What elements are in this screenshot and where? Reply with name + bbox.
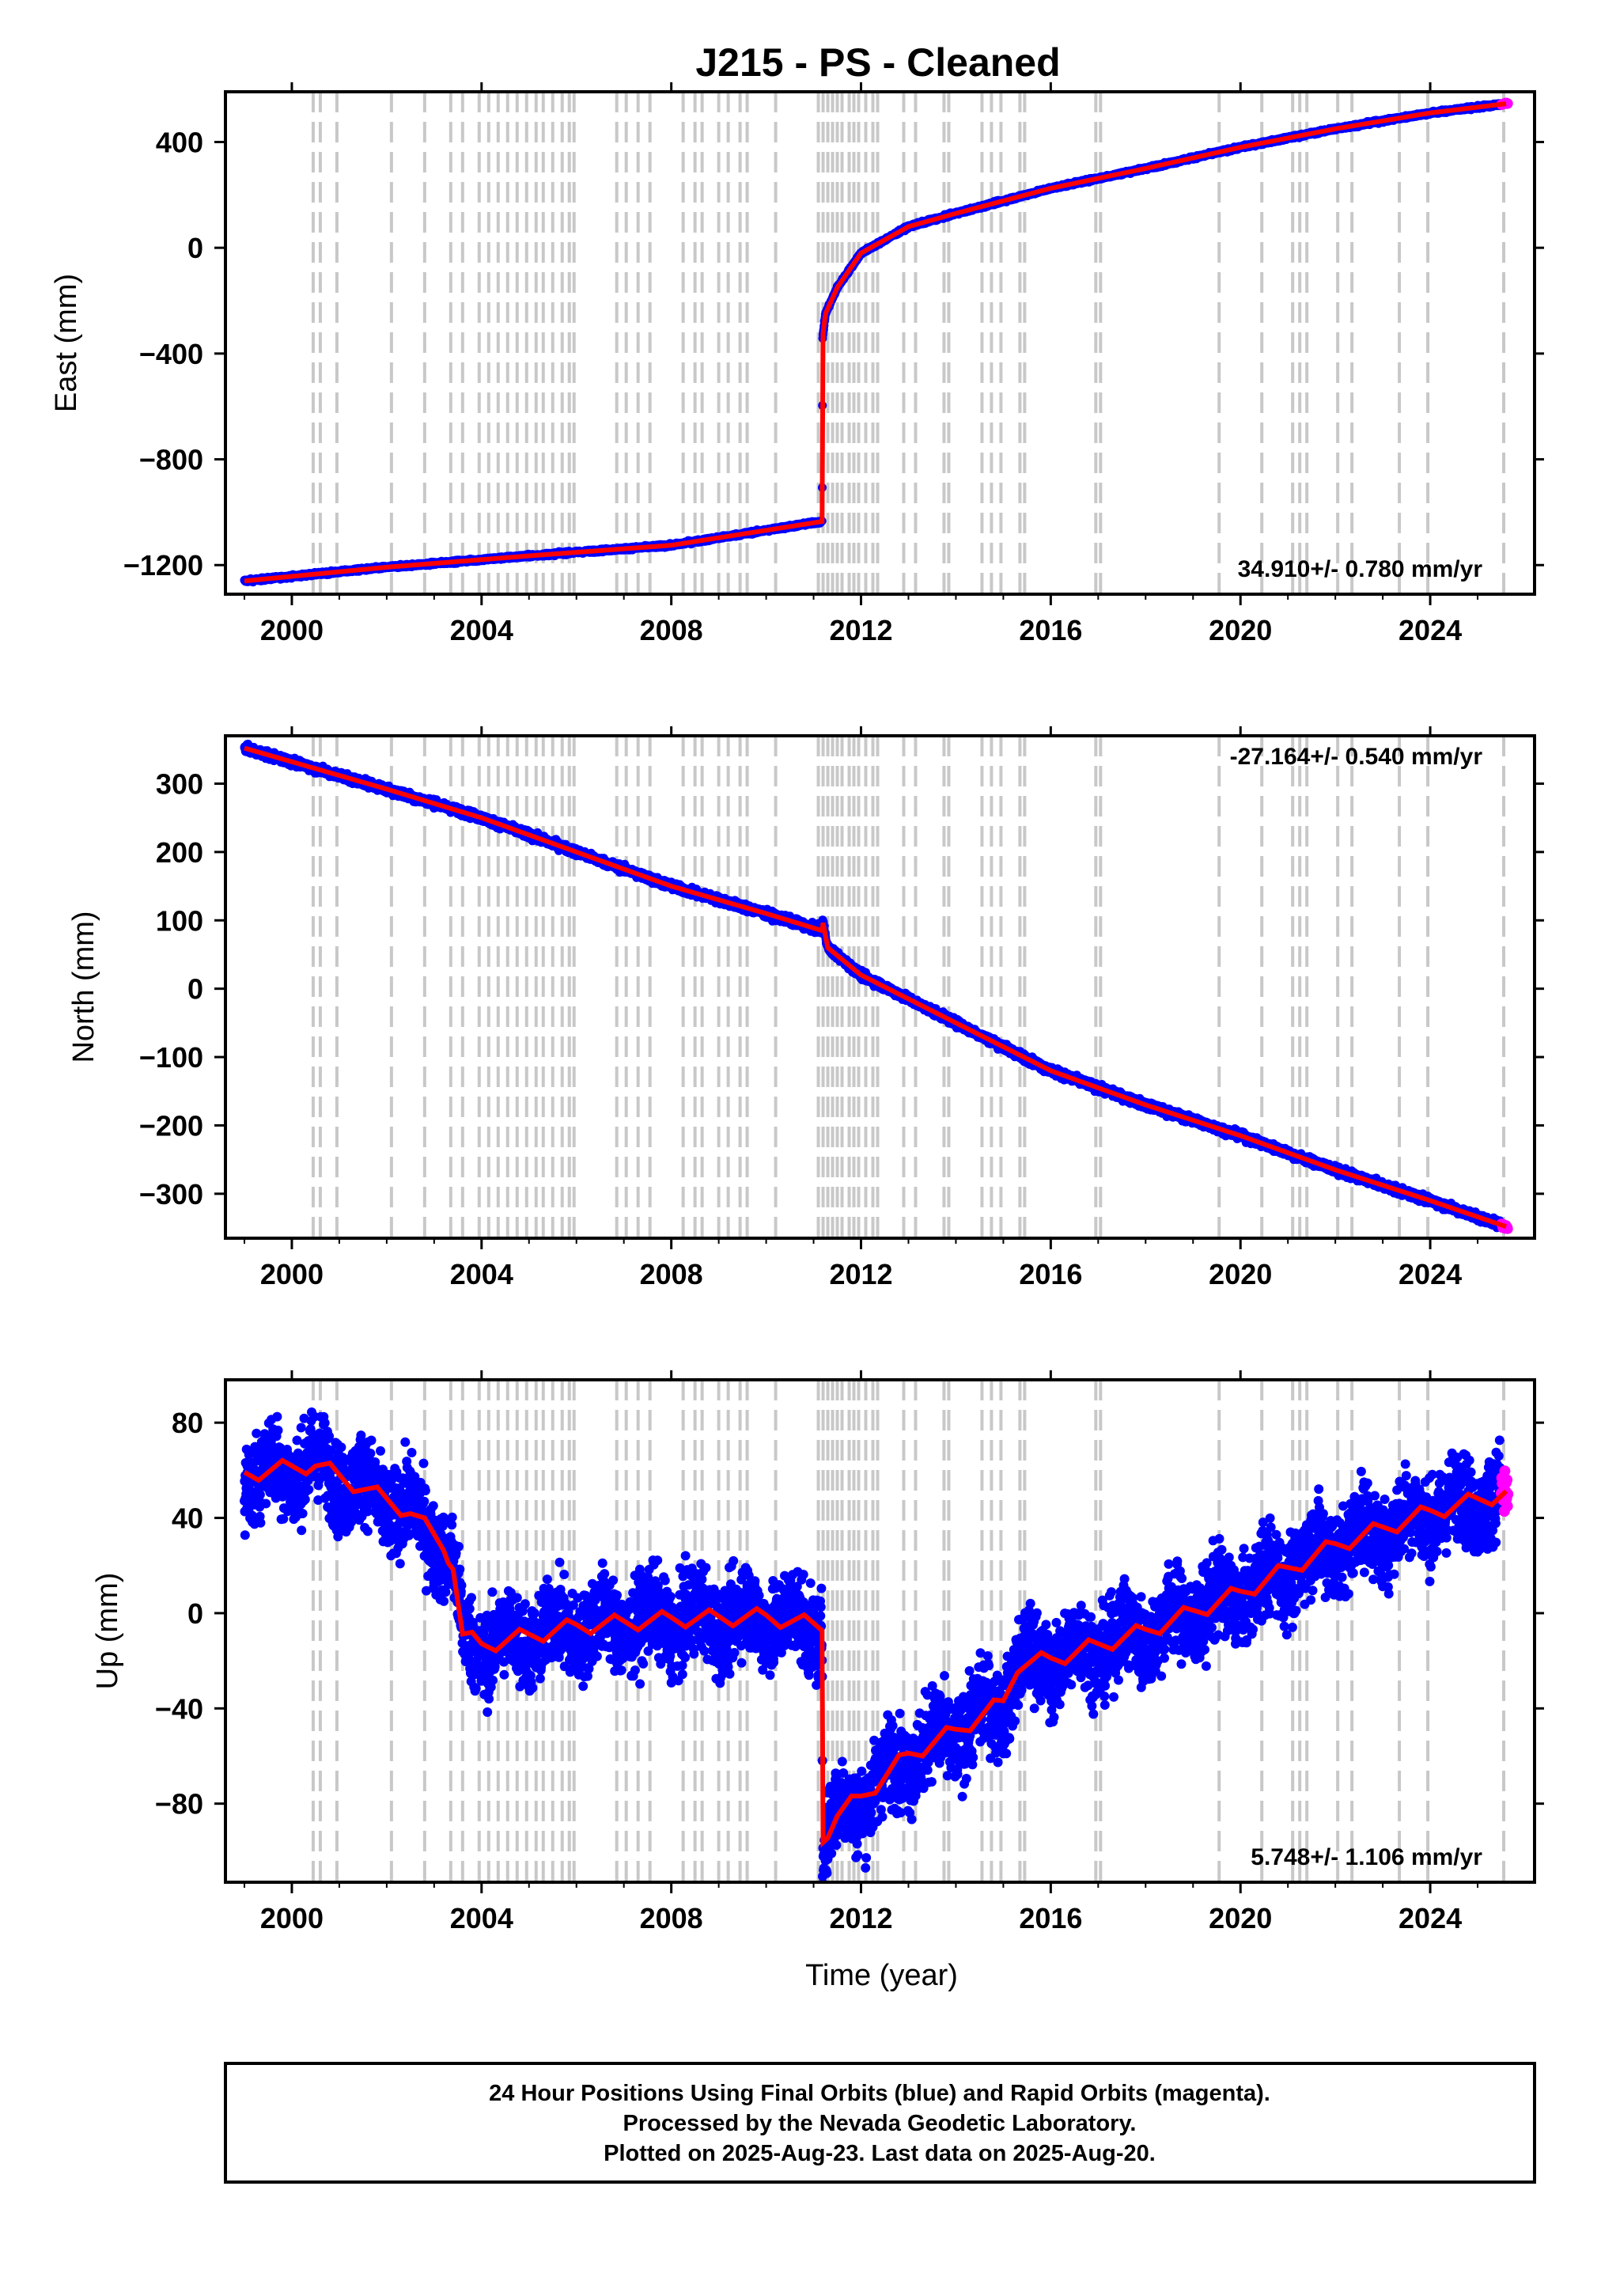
figure-title: J215 - PS - Cleaned [695,40,1060,85]
panel-east: 2000 2004 2008 2012 2016 2020 2024−1200−800−40… [50,82,1544,646]
panel-plot-area [240,92,1513,594]
